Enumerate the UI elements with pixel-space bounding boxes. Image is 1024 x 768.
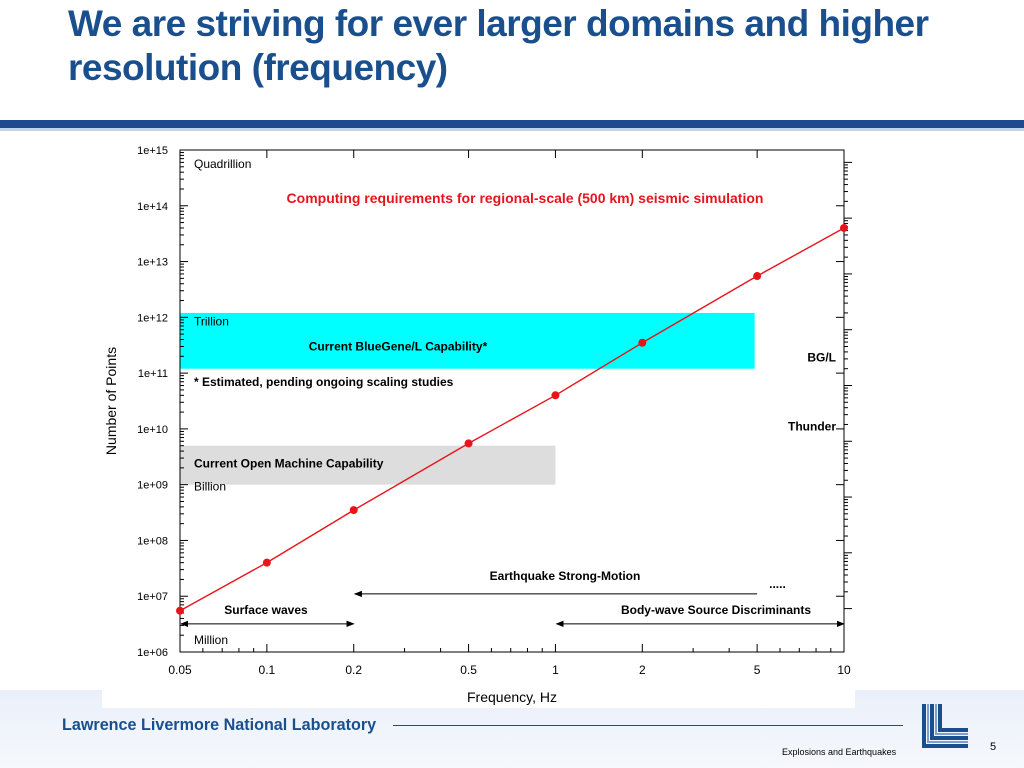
band-label-bluegene: Current BlueGene/L Capability*: [309, 339, 488, 353]
chart-panel: 1e+06 1e+07 1e+08 1e+09 1e+10 1e+11 1e+12 1e+13…: [102, 140, 855, 708]
data-point: [840, 223, 848, 232]
y-tick-label: 1e+08: [137, 535, 168, 547]
data-point: [551, 391, 560, 400]
data-point: [464, 439, 473, 448]
capability-band-0: [180, 312, 755, 369]
annotation-trillion: Trillion: [194, 314, 229, 328]
annotation-estimated-note: * Estimated, pending ongoing scaling stu…: [194, 375, 454, 389]
capability-band-1: [180, 445, 556, 485]
y-tick-label: 1e+14: [137, 201, 168, 213]
x-tick-label: 0.2: [345, 663, 362, 677]
chart-title: Computing requirements for regional-scal…: [287, 190, 764, 206]
x-tick-label: 1: [552, 663, 559, 677]
data-point: [176, 606, 184, 615]
y-tick-label: 1e+10: [137, 424, 168, 436]
annotation-strong-motion-continues: .....: [769, 577, 786, 591]
data-point: [262, 558, 271, 567]
data-point: [638, 338, 647, 347]
x-tick-label: 0.05: [168, 663, 192, 677]
series-line-0: [179, 227, 845, 612]
band-label-open-machine: Current Open Machine Capability: [194, 456, 384, 470]
footer-subtitle: Explosions and Earthquakes: [782, 747, 897, 757]
y-tick-label: 1e+12: [137, 312, 168, 324]
y-tick-label: 1e+15: [137, 145, 168, 157]
annotation-thunder: Thunder: [788, 420, 836, 434]
annotation-billion: Billion: [194, 480, 226, 494]
footer-lab-name: Lawrence Livermore National Laboratory: [62, 715, 377, 734]
data-point: [349, 506, 358, 515]
y-tick-label: 1e+06: [137, 647, 168, 659]
annotation-body-wave: Body-wave Source Discriminants: [621, 603, 811, 617]
annotation-quadrillion: Quadrillion: [194, 157, 251, 171]
x-tick-label: 5: [754, 663, 761, 677]
x-tick-label: 10: [837, 663, 851, 677]
slide-title: We are striving for ever larger domains …: [68, 3, 929, 88]
title-divider-shadow: [0, 128, 1024, 131]
x-tick-label: 0.5: [460, 663, 477, 677]
annotation-bgl: BG/L: [807, 351, 836, 365]
annotation-surface-waves: Surface waves: [224, 603, 308, 617]
annotation-million: Million: [194, 633, 228, 647]
page-number: 5: [990, 741, 997, 753]
plot-frame: [179, 149, 845, 653]
y-tick-label: 1e+13: [137, 257, 168, 269]
llnl-logo-icon: [922, 704, 968, 748]
annotation-strong-motion: Earthquake Strong-Motion: [490, 569, 641, 583]
y-axis-label: Number of Points: [103, 347, 119, 455]
chart: 1e+06 1e+07 1e+08 1e+09 1e+10 1e+11 1e+12 1e+13…: [103, 145, 852, 705]
y-tick-label: 1e+11: [138, 368, 168, 380]
y-tick-label: 1e+07: [137, 591, 168, 603]
title-divider-bar: [0, 120, 1024, 128]
x-tick-label: 0.1: [259, 663, 276, 677]
x-tick-label: 2: [639, 663, 646, 677]
footer-divider: [393, 725, 903, 726]
x-axis-label: Frequency, Hz: [467, 689, 557, 705]
y-tick-label: 1e+09: [137, 480, 168, 492]
data-point: [753, 272, 762, 281]
